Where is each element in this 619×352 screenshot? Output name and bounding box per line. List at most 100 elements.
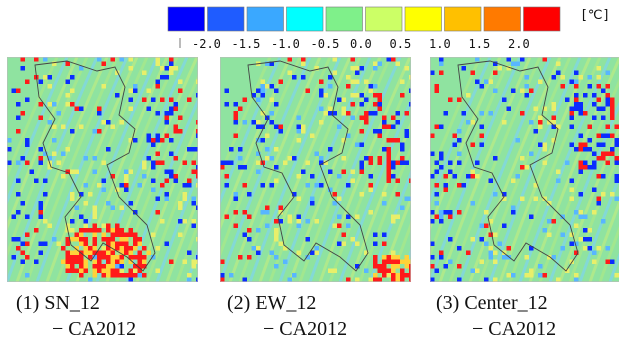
map-cell xyxy=(196,277,198,282)
map-cell xyxy=(560,232,565,237)
map-cell xyxy=(160,97,165,102)
map-cell xyxy=(475,79,480,84)
map-cell xyxy=(337,241,342,246)
map-cell xyxy=(610,102,615,107)
map-cell xyxy=(70,237,75,242)
map-cell xyxy=(79,273,84,278)
map-cell xyxy=(115,259,120,264)
map-cell xyxy=(443,183,448,188)
map-cell xyxy=(164,241,169,246)
map-cell xyxy=(65,61,70,66)
map-cell xyxy=(269,156,274,161)
map-cell xyxy=(110,268,115,273)
map-cell xyxy=(169,169,174,174)
map-cell xyxy=(314,250,319,255)
map-cell xyxy=(583,142,588,147)
map-cell xyxy=(364,156,369,161)
map-cell xyxy=(128,277,133,282)
map-cell xyxy=(296,250,301,255)
map-cell xyxy=(151,142,156,147)
map-cell xyxy=(601,151,606,156)
map-cell xyxy=(574,93,579,98)
map-cell xyxy=(242,120,247,125)
map-cell xyxy=(155,57,160,62)
map-cell xyxy=(274,237,279,242)
map-cell xyxy=(452,174,457,179)
map-cell xyxy=(341,111,346,116)
map-cell xyxy=(373,102,378,107)
map-cell xyxy=(106,255,111,260)
map-cell xyxy=(430,210,435,215)
map-cell xyxy=(305,183,310,188)
map-cell xyxy=(196,129,198,134)
map-cell xyxy=(56,241,61,246)
map-cell xyxy=(274,102,279,107)
map-cell xyxy=(400,205,405,210)
map-cell xyxy=(592,250,597,255)
map-cell xyxy=(79,268,84,273)
map-cell xyxy=(173,178,178,183)
map-cell xyxy=(296,219,301,224)
map-cell xyxy=(377,133,382,138)
map-cell xyxy=(596,106,601,111)
map-cell xyxy=(587,237,592,242)
map-cell xyxy=(229,147,234,152)
map-cell xyxy=(83,250,88,255)
map-cell xyxy=(70,264,75,269)
map-cell xyxy=(386,156,391,161)
map-cell xyxy=(115,93,120,98)
map-cell xyxy=(164,178,169,183)
map-cell xyxy=(260,183,265,188)
map-cell xyxy=(182,259,187,264)
map-cell xyxy=(565,97,570,102)
map-cell xyxy=(364,250,369,255)
map-cell xyxy=(92,169,97,174)
map-cell xyxy=(368,111,373,116)
map-cell xyxy=(224,214,229,219)
map-cell xyxy=(350,102,355,107)
map-panel-sn xyxy=(7,57,198,282)
map-cell xyxy=(74,259,79,264)
map-cell xyxy=(400,273,405,278)
map-cell xyxy=(328,106,333,111)
map-cell xyxy=(124,241,129,246)
map-cell xyxy=(601,115,606,120)
map-cell xyxy=(386,273,391,278)
map-cell xyxy=(479,142,484,147)
map-cell xyxy=(196,133,198,138)
map-cell xyxy=(38,241,43,246)
map-cell xyxy=(328,75,333,80)
colorbar xyxy=(167,6,561,48)
map-cell xyxy=(178,201,183,206)
map-cell xyxy=(92,246,97,251)
map-cell xyxy=(151,160,156,165)
map-cell xyxy=(178,129,183,134)
map-cell xyxy=(542,196,547,201)
map-cell xyxy=(220,165,225,170)
map-cell xyxy=(83,264,88,269)
map-cell xyxy=(178,79,183,84)
map-cell xyxy=(596,75,601,80)
map-cell xyxy=(20,250,25,255)
map-cell xyxy=(70,169,75,174)
map-cell xyxy=(38,147,43,152)
map-cell xyxy=(83,259,88,264)
map-cell xyxy=(434,160,439,165)
map-cell xyxy=(92,210,97,215)
map-cell xyxy=(191,223,196,228)
map-cell xyxy=(274,147,279,152)
map-streak xyxy=(568,149,619,282)
map-streak xyxy=(398,247,411,282)
map-cell xyxy=(83,219,88,224)
map-cell xyxy=(233,196,238,201)
map-cell xyxy=(269,250,274,255)
map-cell xyxy=(247,214,252,219)
map-cell xyxy=(569,196,574,201)
map-cell xyxy=(341,156,346,161)
map-cell xyxy=(502,223,507,228)
map-cell xyxy=(391,160,396,165)
map-cell xyxy=(538,120,543,125)
map-cell xyxy=(274,88,279,93)
map-cell xyxy=(137,255,142,260)
map-cell xyxy=(133,268,138,273)
